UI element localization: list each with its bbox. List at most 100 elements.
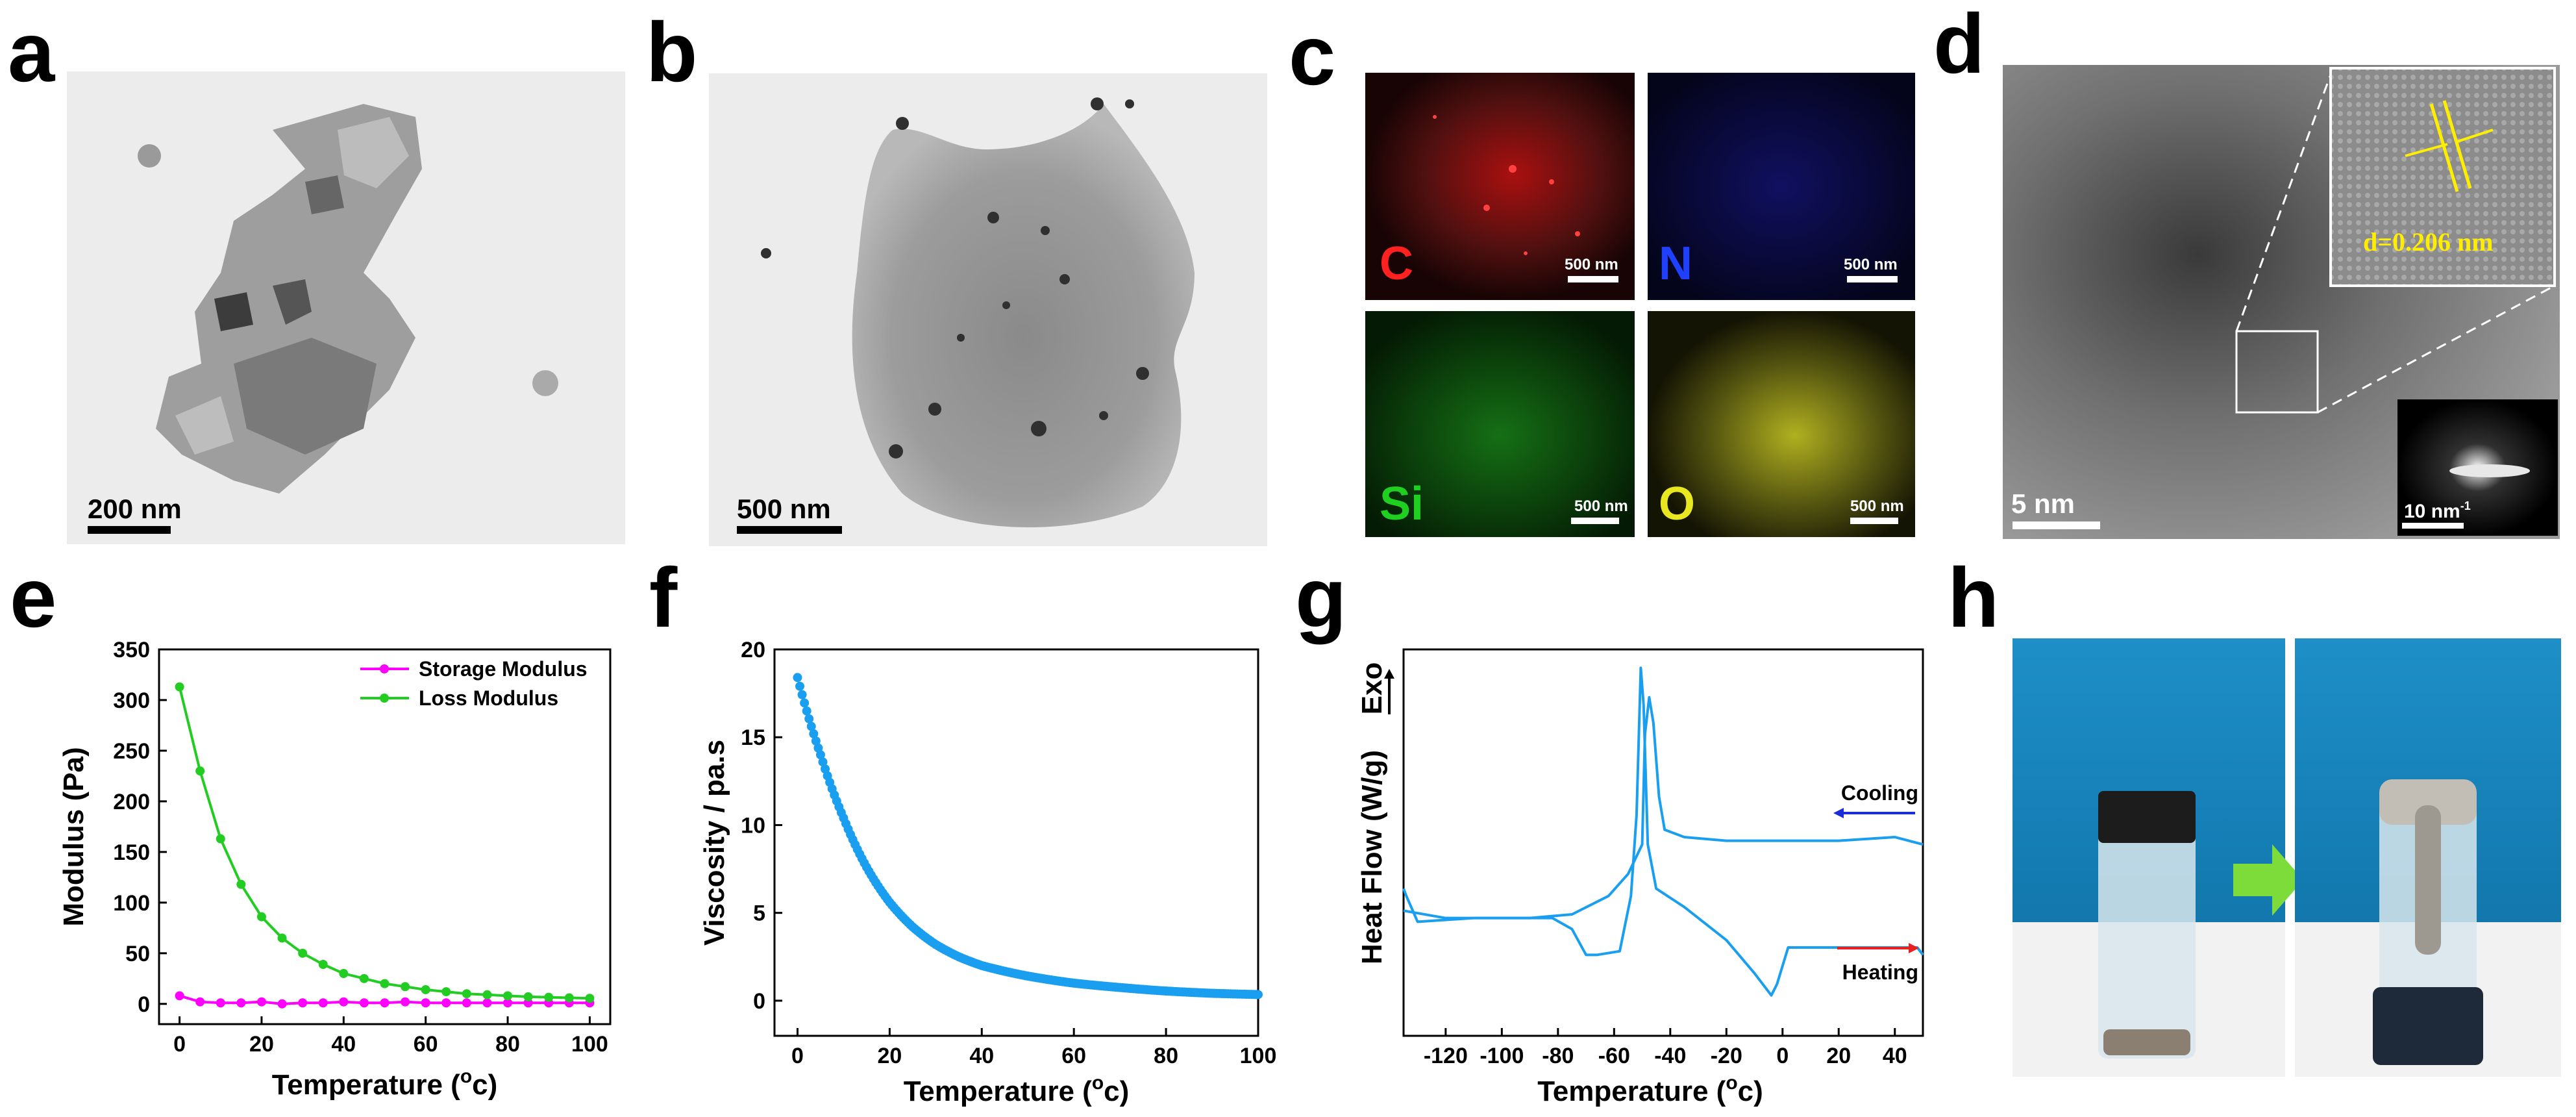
data-point [818,757,828,767]
panel-label-f: f [649,550,678,645]
data-point [380,998,390,1008]
data-point [175,991,184,1001]
y-tick-label: 300 [113,688,150,713]
y-axis-label: Viscosity / pa.s [699,740,730,946]
legend-entry-0: Storage Modulus [419,657,588,681]
data-point [195,997,205,1007]
chart-e: e 0 20 40 60 80 100 0 50 100 150 200 250 300 350 Tempe… [10,550,612,1101]
legend-marker [380,694,389,703]
data-point [339,997,349,1007]
x-axis-label: Temperature (oc) [1537,1072,1763,1107]
y-tick-label: 250 [113,739,150,764]
y-tick-label: 5 [753,901,765,926]
x-tick-label: 60 [1061,1044,1086,1068]
scale-bar-d: 5 nm [2011,488,2075,519]
lattice-inset: d=0.206 nm [2329,67,2556,287]
data-point [318,959,328,969]
data-point [564,993,574,1003]
heating-label: Heating [1842,960,1918,984]
flake-cluster [156,104,422,494]
photo-vial-inverted [2295,638,2561,1077]
data-point [421,998,430,1008]
panel-h: h [1948,550,2561,1077]
data-point [298,948,308,958]
panel-c: c C 500 nm N 500 nm Si 500 nm O 50 [1289,8,1915,537]
element-label-o: O [1659,478,1695,530]
scale-bar-c-n: 500 nm [1844,256,1898,273]
data-point [318,998,328,1008]
eds-map-si: Si 500 nm [1365,311,1635,537]
eds-map-n: N 500 nm [1648,73,1915,300]
element-label-c: C [1380,238,1413,290]
y-tick-label: 100 [113,891,150,916]
x-tick-label: -60 [1598,1044,1630,1068]
y-axis-label: Modulus (Pa) [58,747,90,926]
x-tick-label: 40 [1883,1044,1907,1068]
data-point [482,998,492,1008]
data-point [809,729,819,738]
data-point [216,834,225,844]
particle-b [852,104,1195,528]
legend-marker [380,664,389,673]
scale-bar-c-si: 500 nm [1574,497,1628,515]
exo-label: Exo [1356,662,1388,715]
data-point [795,681,805,691]
y-axis-label: Heat Flow (W/g) [1356,750,1388,964]
plot-frame [1402,648,1924,1037]
eds-map-c: C 500 nm [1365,73,1635,300]
panel-label-b: b [646,5,697,99]
data-point [503,991,513,1001]
x-tick-label: 0 [1776,1044,1789,1068]
panel-label-a: a [8,5,56,99]
data-point [441,998,451,1008]
x-tick-label: -40 [1654,1044,1686,1068]
data-point [804,714,814,723]
panel-a: a 200 nm [8,5,625,544]
plot-frame [158,648,612,1025]
y-tick-label: 15 [741,725,765,750]
x-tick-label: -80 [1542,1044,1574,1068]
x-tick-label: -20 [1711,1044,1742,1068]
data-point [380,979,390,988]
data-point [277,999,287,1009]
d-spacing-label: d=0.206 nm [2363,227,2494,257]
panel-label-h: h [1948,550,1999,645]
panel-d: d d=0.206 nm 10 nm-1 5 nm [1933,0,2560,539]
y-tick-label: 0 [753,989,765,1014]
arrow-icon [2233,844,2303,916]
panel-label-e: e [10,550,56,645]
data-point [462,998,471,1008]
x-tick-label: 0 [173,1032,186,1057]
data-point [195,766,205,776]
data-point [793,673,802,683]
data-point [1254,990,1263,999]
data-point [800,698,810,708]
y-tick-label: 10 [741,813,765,838]
data-point [802,706,811,716]
y-tick-label: 350 [113,638,150,662]
data-point [815,750,825,760]
data-point [806,722,816,731]
x-tick-label: -100 [1480,1044,1524,1068]
data-point [298,998,308,1008]
x-tick-label: 80 [495,1032,520,1057]
heating-arrow-head [1909,943,1919,953]
x-tick-label: 20 [249,1032,274,1057]
cooling-arrow-head [1833,808,1844,818]
x-tick-label: 100 [1240,1044,1277,1068]
plot-frame [773,648,1259,1037]
series-line-1 [178,686,590,1000]
series-line-heating [1403,666,1924,997]
x-tick-label: 80 [1154,1044,1178,1068]
data-point [482,990,492,999]
data-point [797,690,807,699]
panel-label-c: c [1289,8,1335,103]
data-point [421,985,430,994]
panel-label-g: g [1295,550,1346,645]
series-line-cooling [1402,696,1924,923]
data-point [585,994,595,1003]
y-tick-label: 0 [138,992,150,1017]
data-point [359,973,369,983]
